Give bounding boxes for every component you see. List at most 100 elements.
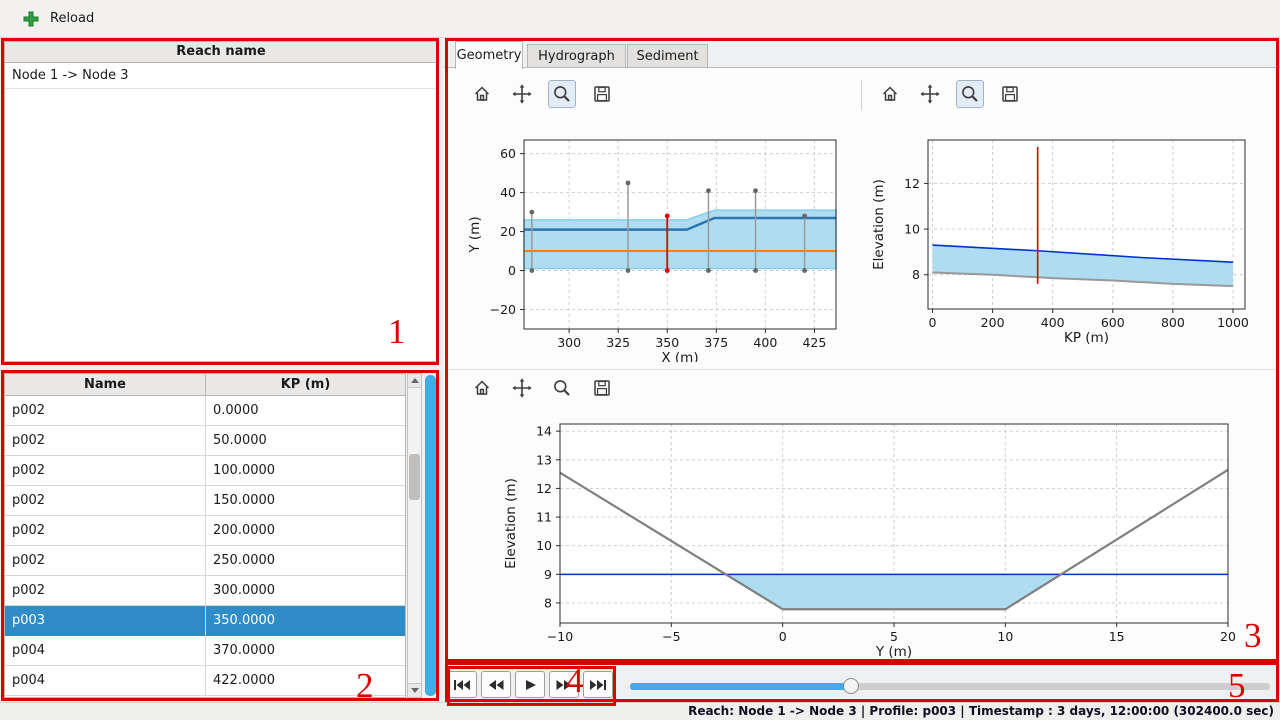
top-toolbar: Reload — [0, 0, 1280, 38]
table-cell[interactable]: 300.0000 — [206, 576, 405, 606]
table-row[interactable]: p002 50.0000 — [5, 426, 405, 456]
profile-table: Name KP (m) p002 0.0000 p002 50.0000 p002 100… — [4, 373, 406, 698]
table-cell[interactable]: 350.0000 — [206, 606, 405, 636]
pan-button[interactable] — [916, 80, 944, 108]
scrollbar-handle[interactable] — [409, 454, 420, 500]
step-forward-button[interactable] — [549, 671, 579, 698]
skip-start-button[interactable] — [447, 671, 477, 698]
zoom-button[interactable] — [548, 80, 576, 108]
home-button[interactable] — [468, 374, 496, 402]
table-cell[interactable]: p003 — [5, 606, 206, 636]
pan-icon — [920, 84, 940, 104]
zoom-icon — [554, 86, 570, 102]
save-button[interactable] — [996, 80, 1024, 108]
step-back-button[interactable] — [481, 671, 511, 698]
table-row[interactable]: p002 0.0000 — [5, 396, 405, 426]
table-row[interactable]: p004 422.0000 — [5, 666, 405, 696]
table-cell[interactable]: p002 — [5, 486, 206, 516]
table-cell[interactable]: p002 — [5, 456, 206, 486]
svg-text:11: 11 — [536, 510, 552, 525]
svg-text:400: 400 — [1041, 315, 1065, 330]
table-cell[interactable]: p004 — [5, 666, 206, 696]
column-header-kp[interactable]: KP (m) — [280, 377, 331, 392]
svg-text:325: 325 — [606, 335, 630, 350]
zoom-button[interactable] — [548, 374, 576, 402]
play-button[interactable] — [515, 671, 545, 698]
table-cell[interactable]: 250.0000 — [206, 546, 405, 576]
zoom-icon — [554, 380, 570, 396]
save-button[interactable] — [588, 80, 616, 108]
svg-text:8: 8 — [544, 595, 552, 610]
table-cell[interactable]: p002 — [5, 576, 206, 606]
table-cell[interactable]: 100.0000 — [206, 456, 405, 486]
long-profile-canvas[interactable]: 0 200 400 600 800 1000 8 10 12 KP (m) Elevation (m… — [865, 112, 1267, 364]
table-row[interactable]: p002 250.0000 — [5, 546, 405, 576]
reload-plus-icon — [23, 11, 39, 26]
pan-button[interactable] — [508, 80, 536, 108]
svg-text:Elevation (m): Elevation (m) — [871, 179, 887, 270]
table-row[interactable]: p002 100.0000 — [5, 456, 405, 486]
plan-view-chart[interactable]: 300 325 350 375 400 425 −20 0 20 40 60 X (m) Y (m) — [450, 112, 870, 362]
home-icon — [474, 86, 490, 101]
save-button[interactable] — [588, 374, 616, 402]
save-icon — [594, 86, 610, 102]
table-cell[interactable]: 422.0000 — [206, 666, 405, 696]
plan-view-canvas[interactable]: 300 325 350 375 400 425 −20 0 20 40 60 X (m) Y (m) — [450, 112, 870, 362]
zoom-button[interactable] — [956, 80, 984, 108]
home-button[interactable] — [468, 80, 496, 108]
column-header-name[interactable]: Name — [5, 374, 206, 395]
table-cell[interactable]: p004 — [5, 636, 206, 666]
svg-text:Y (m): Y (m) — [875, 644, 912, 660]
table-cell[interactable]: 50.0000 — [206, 426, 405, 456]
reload-button[interactable]: Reload — [22, 10, 94, 28]
time-slider-handle[interactable] — [842, 678, 859, 694]
table-row[interactable]: p003 350.0000 — [5, 606, 405, 636]
svg-text:375: 375 — [704, 335, 728, 350]
table-cell[interactable]: 150.0000 — [206, 486, 405, 516]
svg-text:9: 9 — [544, 567, 552, 582]
svg-text:−5: −5 — [662, 629, 680, 644]
plan-chart-toolbar — [468, 80, 616, 108]
svg-text:8: 8 — [912, 267, 920, 282]
table-cell[interactable]: p002 — [5, 426, 206, 456]
toolbar-separator — [861, 80, 862, 110]
reach-list-item[interactable]: Node 1 -> Node 3 — [5, 63, 437, 89]
table-cell[interactable]: p002 — [5, 396, 206, 426]
pan-button[interactable] — [508, 374, 536, 402]
table-cell[interactable]: 0.0000 — [206, 396, 405, 426]
cross-section-canvas[interactable]: −10 −5 0 5 10 15 20 8 9 10 11 12 13 14 Y (m) Elevation … — [450, 406, 1272, 662]
svg-text:1000: 1000 — [1217, 315, 1249, 330]
tab-sediment[interactable]: Sediment — [627, 44, 708, 68]
scroll-up-button[interactable] — [408, 374, 421, 388]
home-button[interactable] — [876, 80, 904, 108]
pan-icon — [512, 84, 532, 104]
time-slider-track[interactable] — [630, 683, 1270, 690]
table-cell[interactable]: 200.0000 — [206, 516, 405, 546]
skip-end-button[interactable] — [583, 671, 613, 698]
table-row[interactable]: p002 300.0000 — [5, 576, 405, 606]
tab-hydrograph[interactable]: Hydrograph — [527, 44, 626, 68]
reach-list-header: Reach name — [5, 42, 437, 63]
table-row[interactable]: p002 150.0000 — [5, 486, 405, 516]
table-row[interactable]: p002 200.0000 — [5, 516, 405, 546]
table-cell[interactable]: p002 — [5, 546, 206, 576]
step-forward-icon — [556, 679, 571, 690]
table-cell[interactable]: 370.0000 — [206, 636, 405, 666]
cross-section-chart[interactable]: −10 −5 0 5 10 15 20 8 9 10 11 12 13 14 Y (m) Elevation … — [450, 406, 1272, 662]
svg-text:12: 12 — [904, 176, 920, 191]
table-row[interactable]: p004 370.0000 — [5, 636, 405, 666]
time-slider[interactable] — [630, 678, 1270, 694]
svg-text:350: 350 — [655, 335, 679, 350]
svg-text:300: 300 — [557, 335, 581, 350]
svg-text:40: 40 — [500, 185, 516, 200]
table-vertical-scrollbar[interactable] — [407, 373, 422, 698]
reach-list-panel: Reach name Node 1 -> Node 3 — [4, 41, 438, 362]
panel-scrollbar-highlight[interactable] — [425, 375, 436, 696]
svg-text:600: 600 — [1101, 315, 1125, 330]
long-profile-chart[interactable]: 0 200 400 600 800 1000 8 10 12 KP (m) Elevation (m… — [865, 112, 1267, 364]
tab-geometry[interactable]: Geometry — [455, 41, 523, 69]
svg-text:20: 20 — [500, 224, 516, 239]
zoom-icon — [962, 86, 978, 102]
table-cell[interactable]: p002 — [5, 516, 206, 546]
scroll-down-button[interactable] — [408, 683, 421, 697]
